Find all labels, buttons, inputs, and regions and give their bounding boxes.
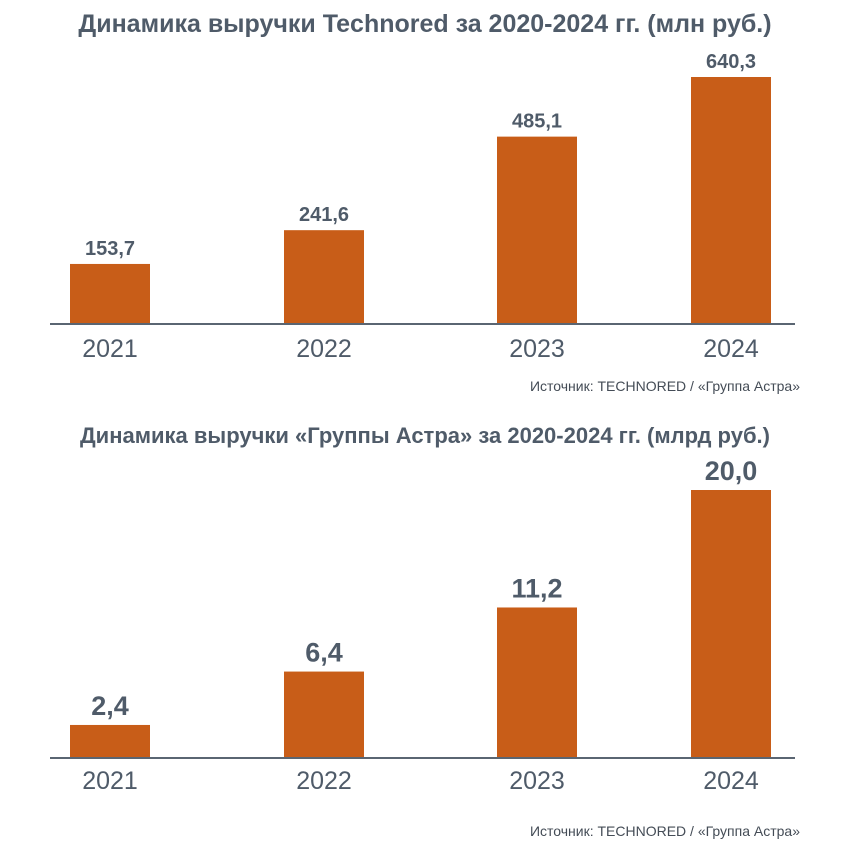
data-label: 153,7 [85,238,135,260]
chart-plot: 153,7 2021 241,6 2022 485,1 2023 640,3 2024 [50,51,795,363]
revenue-chart-astra: Динамика выручки «Группы Астра» за 2020-… [0,415,850,850]
x-tick-label: 2021 [82,767,138,795]
bar-2022 [284,671,364,757]
chart-plot: 2,4 2021 6,4 2022 11,2 2023 20,0 2024 [50,456,795,795]
bar-2021 [70,263,150,323]
bar-2023 [497,136,577,323]
data-label: 241,6 [299,204,349,226]
source-note: Источник: TECHNORED / «Группа Астра» [529,823,800,839]
revenue-chart-technored: Динамика выручки Technored за 2020-2024 … [0,0,850,410]
x-tick-label: 2024 [703,767,759,795]
data-label: 2,4 [91,691,129,721]
bar-2023 [497,607,577,757]
chart-title: Динамика выручки Technored за 2020-2024 … [78,10,772,38]
data-label: 6,4 [305,638,343,668]
data-label: 640,3 [706,51,756,73]
x-tick-label: 2023 [509,767,565,795]
bar-2022 [284,230,364,323]
bar-2024 [691,77,771,323]
data-label: 485,1 [512,111,562,133]
x-tick-label: 2022 [296,767,352,795]
chart-title: Динамика выручки «Группы Астра» за 2020-… [80,423,770,448]
x-tick-label: 2023 [509,335,565,363]
data-label: 20,0 [705,456,758,486]
x-tick-label: 2021 [82,335,138,363]
x-tick-label: 2024 [703,335,759,363]
bar-2021 [70,724,150,757]
source-note: Источник: TECHNORED / «Группа Астра» [529,378,800,394]
x-tick-label: 2022 [296,335,352,363]
data-label: 11,2 [511,573,562,603]
bar-2024 [691,490,771,757]
